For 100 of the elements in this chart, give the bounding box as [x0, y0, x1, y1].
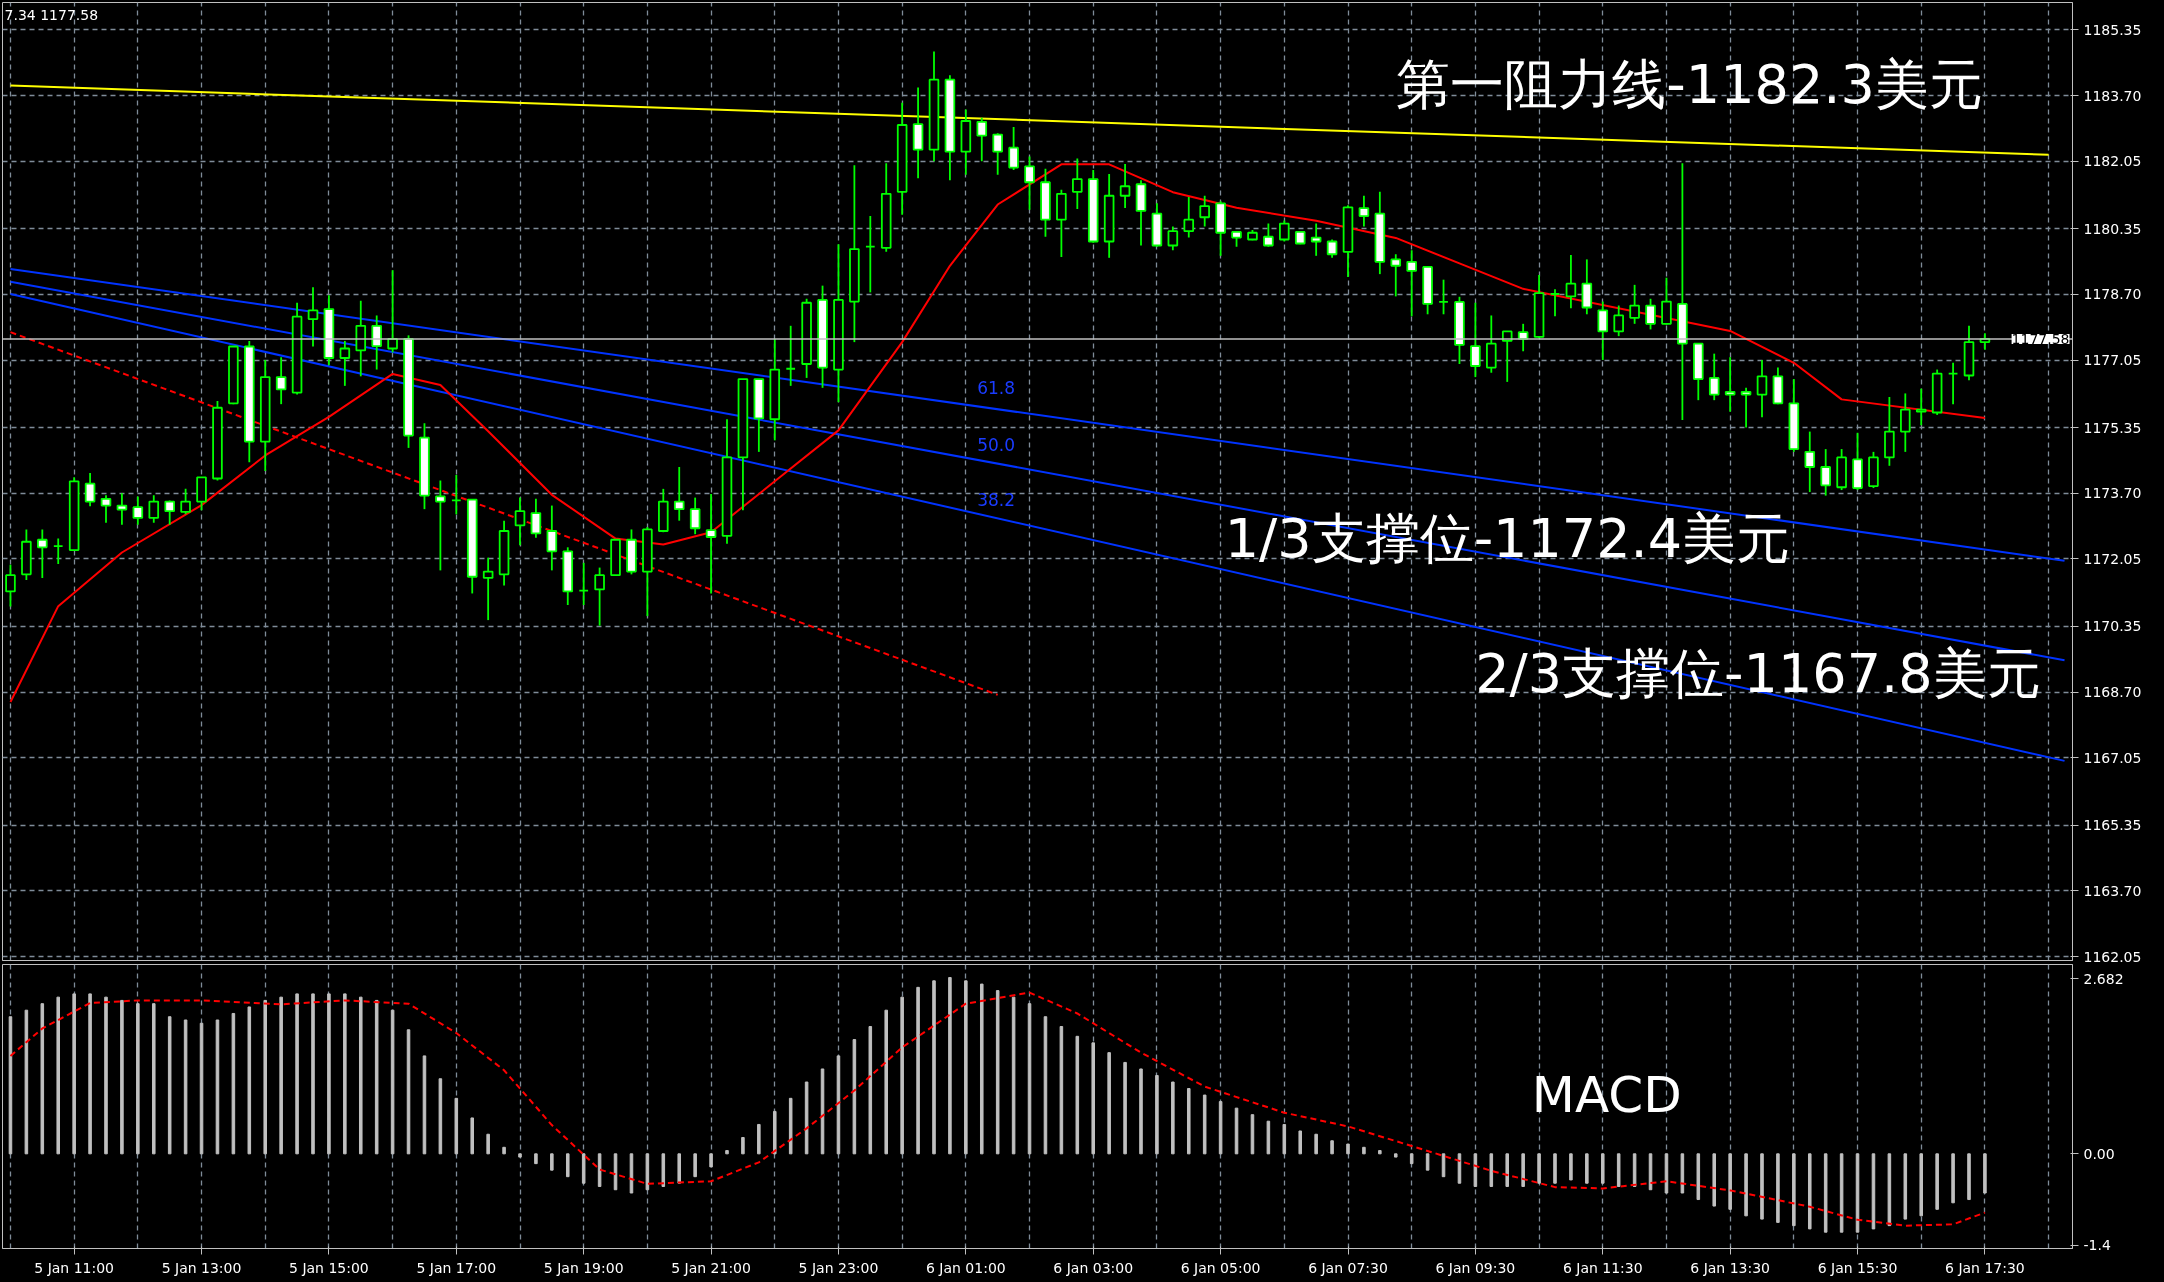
y-tick-label: 1172.05 — [2083, 550, 2142, 567]
candlestick — [1661, 276, 1672, 326]
bar — [1776, 1153, 1780, 1223]
bar — [24, 1009, 29, 1155]
bar — [852, 1039, 857, 1155]
bar — [518, 1153, 522, 1158]
bar — [1983, 1153, 1987, 1194]
bar — [1887, 1153, 1892, 1227]
x-tick-label: 6 Jan 11:30 — [1562, 1259, 1643, 1276]
candlestick — [148, 494, 160, 524]
x-tick-label: 5 Jan 13:00 — [161, 1259, 242, 1276]
bar — [1967, 1153, 1971, 1201]
y-tick-label: 1185.35 — [2083, 21, 2142, 38]
bar — [1362, 1146, 1366, 1155]
y-tick-label: 1168.70 — [2083, 684, 2142, 701]
line-series — [9, 163, 1986, 704]
candlestick — [1756, 359, 1768, 419]
candlestick — [1565, 254, 1577, 310]
candlestick — [1008, 126, 1019, 171]
candlestick — [1804, 430, 1816, 493]
x-tick-label: 5 Jan 15:00 — [289, 1259, 369, 1276]
bar — [311, 993, 315, 1155]
bar — [1632, 1153, 1637, 1187]
bar — [1346, 1143, 1350, 1155]
x-tick-label: 6 Jan 03:00 — [1053, 1259, 1134, 1276]
candlestick — [1199, 194, 1210, 228]
bar — [550, 1153, 554, 1171]
bar — [104, 996, 108, 1155]
bar — [136, 1003, 140, 1155]
y-tick-label: 1167.05 — [2083, 749, 2142, 766]
y-tick-label: 1170.35 — [2083, 618, 2142, 635]
bar — [1187, 1088, 1191, 1155]
ref-line-label: 1177.58 — [2011, 330, 2070, 347]
y-tick-label: 1163.70 — [2083, 882, 2142, 899]
bar — [1601, 1153, 1605, 1184]
x-tick-label: 6 Jan 15:30 — [1817, 1259, 1898, 1276]
bar — [1903, 1153, 1908, 1220]
bar — [773, 1110, 777, 1155]
bar — [1298, 1130, 1302, 1155]
x-tick-label: 5 Jan 19:00 — [543, 1259, 624, 1276]
bar — [1218, 1101, 1223, 1155]
candlestick — [1645, 297, 1656, 331]
annotation: 7.34 1177.58 — [4, 7, 99, 24]
candlestick — [530, 497, 542, 539]
candlestick — [275, 356, 287, 406]
candlestick — [1326, 238, 1338, 259]
annotation: MACD — [1531, 1066, 1682, 1125]
bar — [534, 1153, 538, 1165]
bar — [1425, 1153, 1430, 1171]
y-tick-label: 1173.70 — [2083, 485, 2142, 502]
bar — [948, 977, 952, 1155]
bar — [1075, 1035, 1080, 1155]
bar — [1823, 1153, 1828, 1233]
bar — [900, 996, 904, 1155]
bar — [1378, 1150, 1382, 1155]
bar — [1011, 996, 1016, 1155]
bar — [263, 999, 267, 1155]
x-tick-label: 6 Jan 09:30 — [1435, 1259, 1516, 1276]
candlestick — [482, 556, 494, 621]
candlestick — [705, 493, 717, 595]
bar — [1808, 1153, 1812, 1230]
bar — [757, 1123, 761, 1155]
y-tick-label: 1178.70 — [2083, 286, 2142, 303]
candlestick — [37, 528, 48, 579]
bar — [995, 990, 1000, 1155]
y-tick-label: 0.00 — [2083, 1145, 2115, 1162]
candlestick — [435, 479, 446, 572]
bar — [1569, 1153, 1573, 1181]
bar — [868, 1026, 873, 1155]
candlestick — [1119, 163, 1131, 209]
x-tick-label: 6 Jan 01:00 — [925, 1259, 1006, 1276]
bar — [980, 983, 984, 1155]
bar — [1266, 1120, 1271, 1155]
candlestick — [1915, 387, 1927, 427]
bar — [120, 999, 124, 1155]
bar — [486, 1133, 490, 1155]
y-tick-label: 1180.35 — [2083, 220, 2142, 237]
bar — [1792, 1153, 1796, 1227]
bar — [677, 1153, 681, 1184]
bar — [1123, 1061, 1127, 1155]
bar — [247, 1006, 252, 1155]
bar — [661, 1153, 666, 1187]
candlestick — [1597, 300, 1609, 361]
candlestick — [1263, 222, 1274, 248]
bar — [693, 1153, 697, 1178]
candlestick — [992, 132, 1003, 176]
bar — [916, 986, 920, 1155]
candlestick — [1629, 283, 1640, 325]
candlestick — [1406, 249, 1417, 318]
bar — [1171, 1081, 1175, 1155]
candlestick — [100, 494, 112, 524]
bar — [964, 980, 968, 1155]
candlestick — [1581, 258, 1593, 316]
candlestick — [1167, 225, 1179, 252]
y-tick-label: 1165.35 — [2083, 817, 2142, 834]
bar — [1760, 1153, 1764, 1220]
bar — [183, 1019, 188, 1155]
y-tick-label: 2.682 — [2083, 970, 2124, 987]
candlestick — [84, 472, 96, 508]
bar — [741, 1137, 745, 1155]
